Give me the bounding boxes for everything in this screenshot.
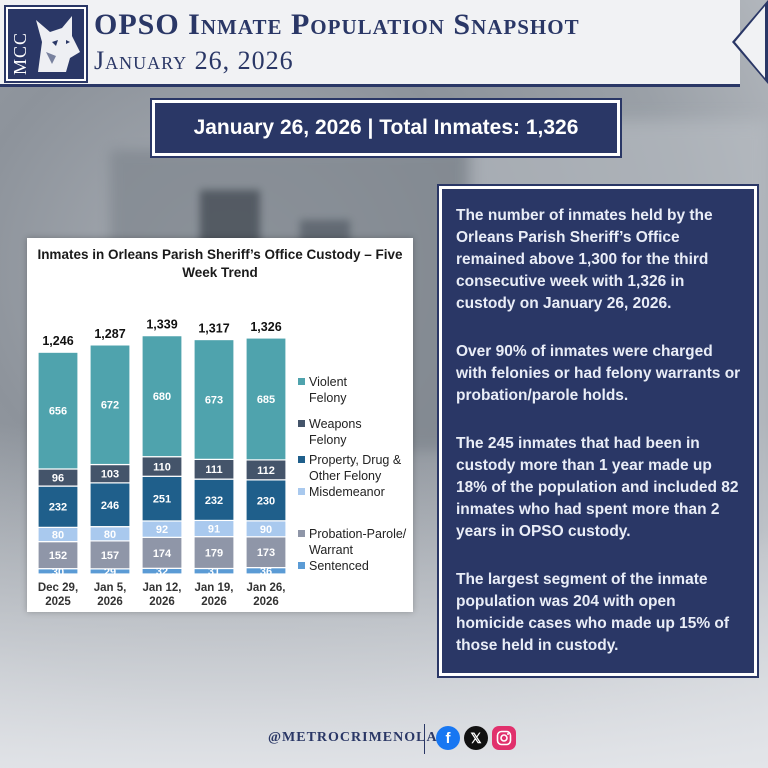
mcc-logo: MCC [6,7,86,81]
legend-label: Sentenced [309,559,369,573]
legend-label: Property, Drug & [309,453,402,467]
bar-segment [37,541,79,570]
facebook-icon[interactable]: f [436,726,460,750]
bar-segment [89,482,131,528]
x-tick-label: 2026 [149,596,175,608]
data-label: 246 [101,500,119,512]
logo-text: MCC [10,31,30,75]
summary-paragraph-2: Over 90% of inmates were charged with fe… [456,343,741,404]
bar-segment [245,337,287,461]
data-label: 91 [208,524,220,536]
data-label: 111 [205,464,222,476]
x-tick-label: Jan 5, [94,582,127,594]
legend-label: Weapons [309,417,362,431]
data-label: 680 [153,391,171,403]
total-label: 1,317 [198,322,229,336]
data-label: 174 [153,548,172,560]
data-label: 103 [101,469,119,481]
data-label: 30 [52,566,64,578]
bar-segment [37,485,79,528]
total-label: 1,326 [250,320,281,334]
x-tick-label: Dec 29, [38,582,78,594]
bar-segment [89,344,131,466]
legend-label: Other Felony [309,469,382,483]
x-tick-label: 2026 [201,596,227,608]
social-handle[interactable]: @METROCRIMENOLA [268,730,438,745]
bar-segment [141,475,183,522]
page-date: January 26, 2026 [94,46,294,75]
legend-label: Felony [309,433,347,447]
x-tick-label: Jan 26, [247,582,286,594]
total-label: 1,287 [94,327,125,341]
legend-swatch [298,456,305,463]
page-title: OPSO Inmate Population Snapshot [94,8,580,41]
data-label: 232 [205,495,223,507]
footer-divider [424,724,425,754]
chart-title: Inmates in Orleans Parish Sheriff’s Offi… [37,247,403,280]
bar-segment [37,351,79,470]
bar-segment [141,536,183,569]
legend-swatch [298,420,305,427]
data-label: 232 [49,502,67,514]
x-tick-label: 2025 [45,596,71,608]
instagram-icon[interactable] [492,726,516,750]
header-band [0,0,740,87]
data-label: 230 [257,495,275,507]
data-label: 179 [205,548,223,560]
bar-segment [193,478,235,522]
chart-container: Inmates in Orleans Parish Sheriff’s Offi… [27,238,413,612]
legend-swatch [298,488,305,495]
data-label: 157 [101,550,119,562]
total-label: 1,246 [42,334,73,348]
header: MCC OPSO Inmate Population Snapshot Janu… [0,0,768,87]
data-label: 92 [156,524,168,536]
data-label: 656 [49,406,67,418]
wolf-icon [36,16,80,72]
data-label: 173 [257,547,275,559]
total-label: 1,339 [146,318,177,332]
legend-swatch [298,562,305,569]
header-arrow-inner [735,6,765,78]
data-label: 110 [153,461,171,473]
x-tick-label: Jan 19, [195,582,234,594]
total-inmates-banner: January 26, 2026 | Total Inmates: 1,326 [152,100,620,156]
summary-paragraph-4: The largest segment of the inmate popula… [456,571,730,654]
bar-segment [141,335,183,458]
bar-segment [193,536,235,570]
summary-panel: The number of inmates held by the Orlean… [439,186,757,676]
legend-swatch [298,378,305,385]
data-label: 112 [257,465,275,477]
legend-label: Misdemeanor [309,485,385,499]
legend-label: Violent [309,375,348,389]
data-label: 251 [153,494,171,506]
x-tick-label: 2026 [97,596,123,608]
data-label: 96 [52,473,64,485]
data-label: 672 [101,400,119,412]
legend-label: Warrant [309,543,354,557]
bar-segment [193,338,235,460]
data-label: 80 [52,529,64,541]
data-label: 36 [260,566,272,578]
data-label: 31 [208,566,220,578]
data-label: 90 [260,524,272,536]
data-label: 80 [104,529,116,541]
x-tick-label: 2026 [253,596,279,608]
legend-label: Probation-Parole/ [309,527,407,541]
data-label: 685 [257,394,275,406]
data-label: 152 [49,550,67,562]
summary-paragraph-3: The 245 inmates that had been in custody… [456,435,739,540]
summary-paragraph-1: The number of inmates held by the Orlean… [456,207,713,312]
legend-swatch [298,530,305,537]
x-icon[interactable]: 𝕏 [464,726,488,750]
x-tick-label: Jan 12, [143,582,182,594]
data-label: 673 [205,394,223,406]
data-label: 32 [156,566,168,578]
bar-segment [89,540,131,570]
legend-label: Felony [309,391,347,405]
